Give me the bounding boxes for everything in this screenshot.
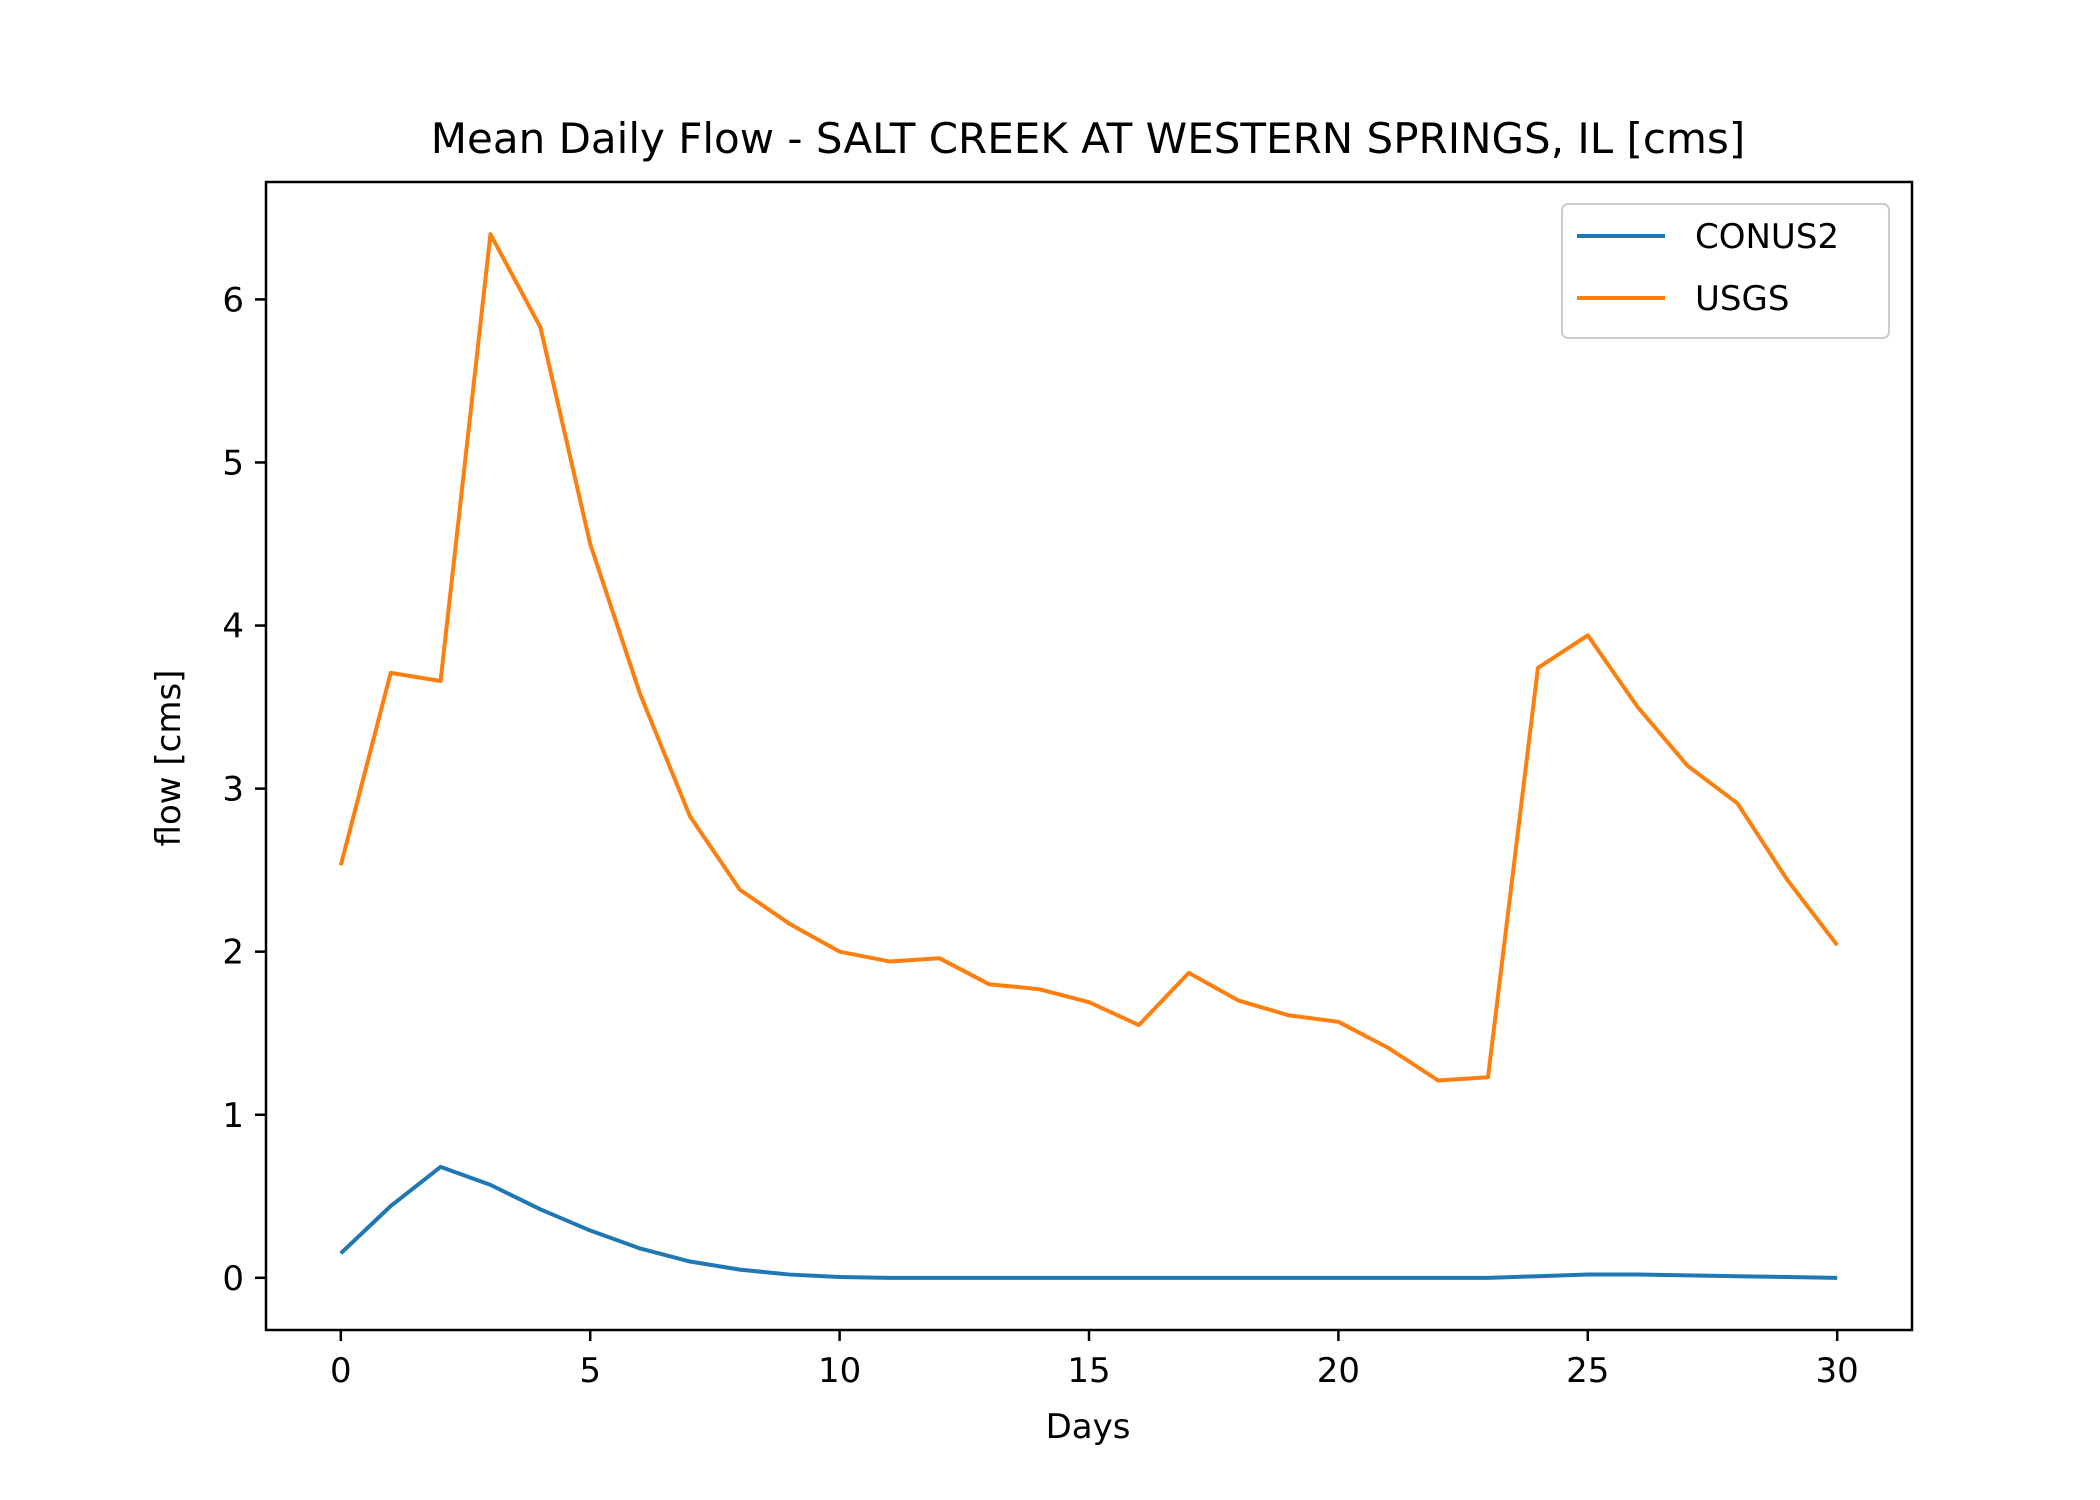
y-tick-label: 3	[222, 770, 244, 810]
plot-frame	[264, 180, 1914, 1332]
y-tick-label: 5	[222, 443, 244, 483]
x-tick-label: 20	[1317, 1351, 1360, 1391]
y-axis: 0 1 2 3 4 5 6	[222, 280, 266, 1299]
x-axis-label: Days	[1046, 1407, 1131, 1447]
x-tick-label: 5	[579, 1351, 601, 1391]
x-tick-label: 0	[330, 1351, 352, 1391]
chart-title: Mean Daily Flow - SALT CREEK AT WESTERN …	[431, 114, 1745, 163]
x-tick-label: 10	[818, 1351, 861, 1391]
series-line-conus2	[339, 1164, 1838, 1280]
legend-label-usgs: USGS	[1695, 279, 1789, 319]
legend-label-conus2: CONUS2	[1695, 217, 1839, 257]
y-tick-label: 4	[222, 607, 244, 647]
y-axis-label: flow [cms]	[149, 670, 189, 847]
series-line-usgs	[338, 232, 1839, 1083]
y-tick-label: 2	[222, 933, 244, 973]
x-tick-label: 15	[1067, 1351, 1110, 1391]
x-axis: 0 5 10 15 20 25 30	[330, 1330, 1859, 1391]
y-tick-label: 6	[222, 280, 244, 320]
legend: CONUS2 USGS	[1561, 203, 1890, 339]
y-tick-label: 0	[222, 1259, 244, 1299]
x-tick-label: 25	[1566, 1351, 1609, 1391]
x-tick-label: 30	[1816, 1351, 1859, 1391]
series-layer	[338, 232, 1839, 1280]
y-tick-label: 1	[222, 1096, 244, 1136]
